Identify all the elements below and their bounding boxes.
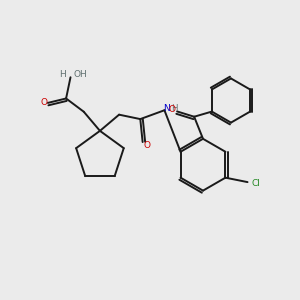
Text: H: H bbox=[59, 70, 66, 79]
Text: O: O bbox=[168, 106, 175, 115]
Text: OH: OH bbox=[74, 70, 88, 79]
Text: Cl: Cl bbox=[251, 179, 260, 188]
Text: O: O bbox=[41, 98, 48, 107]
Text: N: N bbox=[164, 104, 170, 113]
Text: H: H bbox=[172, 104, 178, 113]
Text: O: O bbox=[144, 141, 151, 150]
